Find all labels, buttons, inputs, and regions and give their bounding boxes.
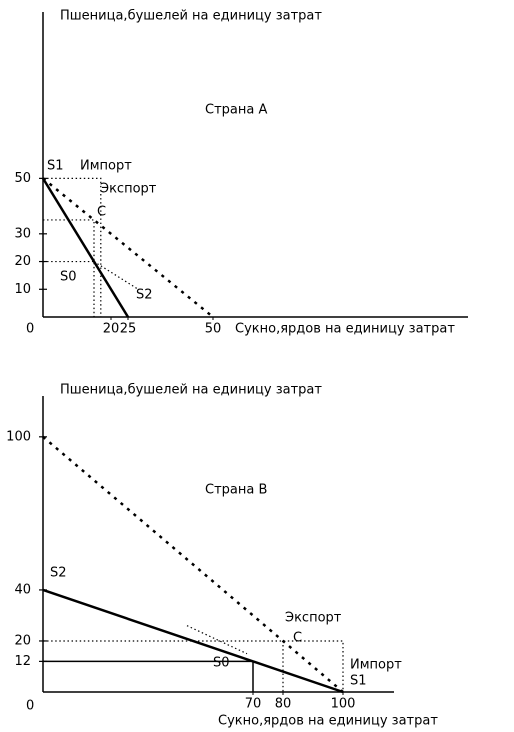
- annotation: S2: [136, 288, 153, 303]
- chart-a: Пшеница,бушелей на единицу затрат Страна…: [14, 9, 468, 337]
- annotation: S1: [47, 159, 64, 174]
- series-line: [42, 435, 344, 693]
- series-line: [43, 640, 344, 692]
- y-axis-title: Пшеница,бушелей на единицу затрат: [60, 9, 322, 24]
- series-line: [42, 588, 344, 694]
- annotation: S1: [350, 674, 367, 689]
- x-tick-label: 20: [103, 322, 120, 337]
- annotation: C: [293, 631, 302, 646]
- y-tick-label: 40: [14, 582, 31, 597]
- annotation: Экспорт: [100, 182, 157, 197]
- annotation: Импорт: [80, 159, 132, 174]
- annotation: S0: [60, 270, 77, 285]
- x-tick-label: 50: [205, 322, 222, 337]
- series-line: [93, 261, 139, 290]
- series-line: [41, 177, 130, 318]
- x-tick-label: 70: [245, 697, 262, 712]
- x-tick-label: 100: [331, 697, 356, 712]
- chart-b: Пшеница,бушелей на единицу затрат Страна…: [6, 383, 438, 729]
- annotation: C: [97, 205, 106, 220]
- series-line: [43, 177, 102, 317]
- y-tick-label: 100: [6, 429, 31, 444]
- y-axis-title: Пшеница,бушелей на единицу затрат: [60, 383, 322, 398]
- x-tick-label: 25: [120, 322, 137, 337]
- annotation: Экспорт: [285, 611, 342, 626]
- annotation: Импорт: [350, 658, 402, 673]
- y-tick-label: 30: [14, 226, 31, 241]
- series-line: [186, 625, 248, 655]
- origin-label: 0: [26, 699, 34, 714]
- x-tick-label: 80: [275, 697, 292, 712]
- origin-label: 0: [26, 322, 34, 337]
- chart-label: Страна А: [205, 103, 267, 118]
- annotation: S2: [50, 566, 67, 581]
- series-line: [42, 177, 214, 318]
- annotation: S0: [213, 656, 230, 671]
- y-tick-label: 10: [14, 282, 31, 297]
- y-tick-label: 20: [14, 254, 31, 269]
- x-axis-title: Сукно,ярдов на единицу затрат: [235, 322, 455, 337]
- series-line: [43, 660, 254, 692]
- series-line: [43, 219, 95, 317]
- chart-label: Страна В: [205, 483, 267, 498]
- y-tick-label: 50: [14, 171, 31, 186]
- y-tick-label: 12: [14, 654, 31, 669]
- y-tick-label: 20: [14, 633, 31, 648]
- x-axis-title: Сукно,ярдов на единицу затрат: [218, 714, 438, 729]
